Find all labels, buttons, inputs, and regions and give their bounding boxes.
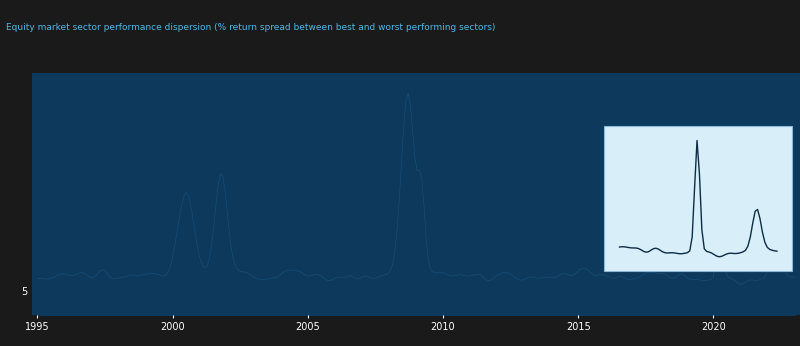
Bar bbox=[604, 126, 792, 271]
Text: Equity market sector performance dispersion (% return spread between best and wo: Equity market sector performance dispers… bbox=[6, 24, 496, 33]
